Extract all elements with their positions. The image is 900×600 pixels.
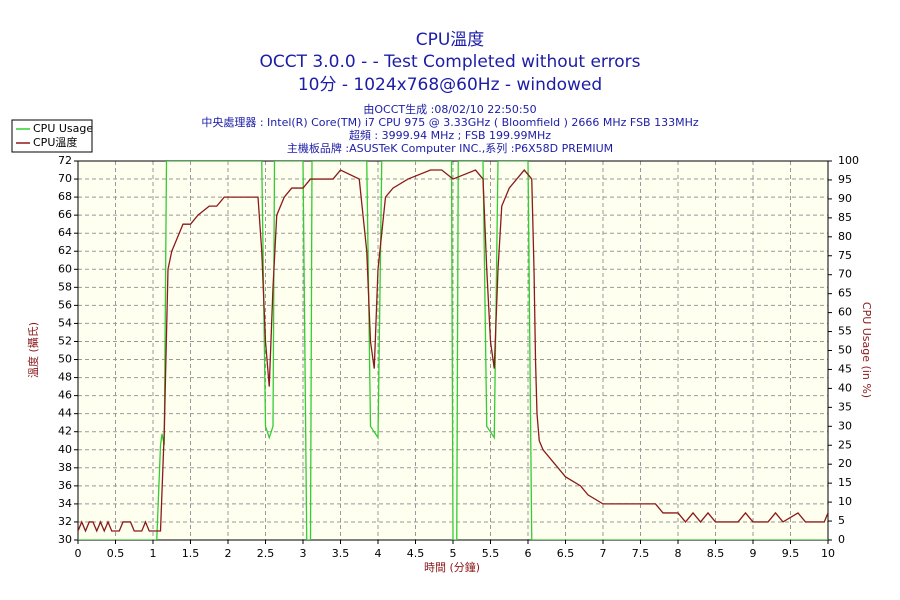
x-tick-label: 2 [225,547,232,560]
y2-tick-label: 95 [838,173,852,186]
y2-tick-label: 40 [838,381,852,394]
x-tick-label: 7.5 [632,547,650,560]
y2-tick-label: 75 [838,249,852,262]
x-tick-label: 0.5 [107,547,125,560]
y-tick-label: 36 [58,479,72,492]
y2-tick-label: 10 [838,495,852,508]
x-tick-label: 10 [821,547,835,560]
y-tick-label: 30 [58,533,72,546]
y-tick-label: 70 [58,172,72,185]
x-tick-label: 4.5 [407,547,425,560]
legend-label: CPU溫度 [33,135,77,149]
x-tick-label: 5 [450,547,457,560]
y2-tick-label: 35 [838,400,852,413]
y-tick-label: 46 [58,389,72,402]
y-tick-label: 42 [58,425,72,438]
y2-tick-label: 85 [838,211,852,224]
y2-tick-label: 60 [838,306,852,319]
y2-tick-label: 100 [838,154,859,167]
y-tick-label: 60 [58,262,72,275]
info-line: 超頻 : 3999.94 MHz ; FSB 199.99MHz [349,128,551,142]
x-tick-label: 7 [600,547,607,560]
y2-tick-label: 15 [838,476,852,489]
y-tick-label: 62 [58,244,72,257]
y2-tick-label: 90 [838,192,852,205]
y-tick-label: 48 [58,371,72,384]
x-tick-label: 0 [75,547,82,560]
chart-subtitle: 10分 - 1024x768@60Hz - windowed [298,75,602,95]
y-tick-label: 32 [58,515,72,528]
y-tick-label: 66 [58,208,72,221]
data-line [78,161,828,540]
y2-tick-label: 65 [838,287,852,300]
x-tick-label: 6.5 [557,547,575,560]
plot-lines [78,161,828,540]
x-tick-label: 9 [750,547,757,560]
y-axis-title: 溫度 (攝氏) [26,322,40,378]
y-tick-label: 38 [58,461,72,474]
x-tick-label: 4 [375,547,382,560]
x-tick-label: 1 [150,547,157,560]
y-tick-label: 44 [58,407,72,420]
legend-box [11,119,93,153]
y2-tick-label: 55 [838,325,852,338]
data-line [78,169,828,533]
y-tick-label: 64 [58,226,72,239]
x-tick-label: 3 [300,547,307,560]
y2-tick-label: 20 [838,457,852,470]
y-tick-label: 34 [58,497,72,510]
y-tick-label: 54 [58,316,72,329]
y-tick-label: 40 [58,443,72,456]
y2-axis-title: CPU Usage (in %) [860,302,873,398]
x-tick-label: 9.5 [782,547,800,560]
legend-label: CPU Usage [33,122,93,135]
y2-tick-label: 0 [838,533,845,546]
x-tick-label: 1.5 [182,547,200,560]
y-tick-label: 58 [58,280,72,293]
chart-subtitle: OCCT 3.0.0 - - Test Completed without er… [260,52,641,72]
x-tick-label: 3.5 [332,547,350,560]
y2-tick-label: 30 [838,419,852,432]
x-tick-label: 5.5 [482,547,500,560]
y2-tick-label: 25 [838,438,852,451]
y2-tick-label: 80 [838,230,852,243]
y-tick-label: 68 [58,190,72,203]
y-tick-label: 56 [58,298,72,311]
x-tick-label: 2.5 [257,547,275,560]
info-line: 中央處理器 : Intel(R) Core(TM) i7 CPU 975 @ 3… [201,115,699,129]
x-tick-label: 8.5 [707,547,725,560]
y-tick-label: 50 [58,353,72,366]
y2-tick-label: 45 [838,362,852,375]
y-tick-label: 72 [58,154,72,167]
x-axis-title: 時間 (分鐘) [424,560,480,574]
y2-tick-label: 70 [838,268,852,281]
x-tick-label: 8 [675,547,682,560]
info-line: 主機板品牌 :ASUSTeK Computer INC.,系列 :P6X58D … [287,141,613,155]
x-tick-label: 6 [525,547,532,560]
chart-title: CPU溫度 [416,30,485,50]
y-tick-label: 52 [58,334,72,347]
y2-tick-label: 50 [838,344,852,357]
info-line: 由OCCT生成 :08/02/10 22:50:50 [363,102,536,116]
y2-tick-label: 5 [838,514,845,527]
